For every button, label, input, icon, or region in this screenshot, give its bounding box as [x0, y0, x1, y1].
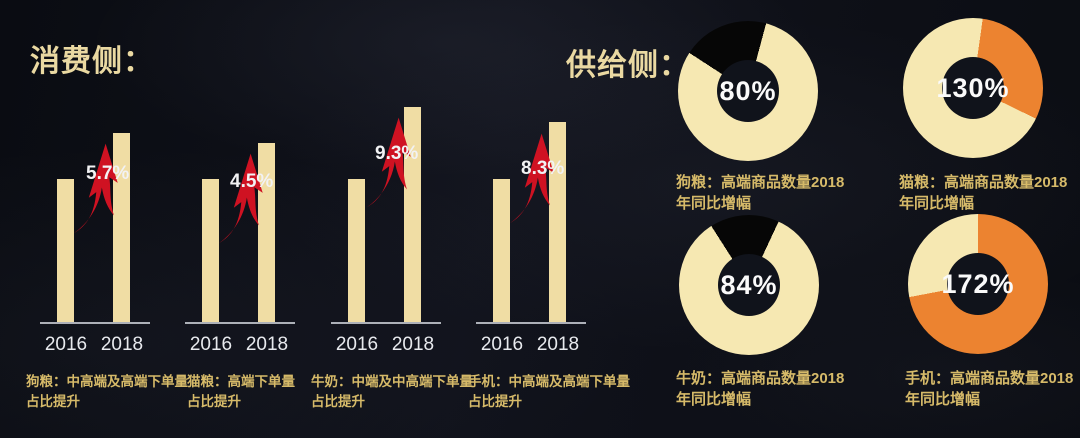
growth-arrow-icon: [366, 117, 411, 208]
donut-value: 130%: [936, 72, 1010, 103]
year-labels: 2016 2018: [331, 334, 443, 360]
bar-2018: [258, 143, 275, 322]
growth-arrow-icon: [218, 153, 263, 244]
axis-baseline: [331, 322, 441, 324]
donut-caption: 猫粮：高端商品数量2018 年同比增幅: [899, 174, 1068, 212]
axis-baseline: [476, 322, 586, 324]
year-label-2016: 2016: [189, 334, 233, 355]
growth-percentage: 9.3%: [375, 143, 419, 164]
donut-hole: 80%: [717, 60, 779, 122]
bars-area: 4.5%: [185, 100, 297, 324]
bar-group-cat-food: 4.5% 2016 2018 猫粮：高端下单量 占比提升: [185, 100, 297, 430]
growth-percentage: 8.3%: [521, 158, 565, 179]
year-labels: 2016 2018: [185, 334, 297, 360]
donut-caption: 狗粮：高端商品数量2018 年同比增幅: [676, 174, 845, 212]
axis-baseline: [40, 322, 150, 324]
bar-group-phone: 8.3% 2016 2018 手机：中高端及高端下单量 占比提升: [468, 100, 630, 430]
year-label-2016: 2016: [480, 334, 524, 355]
donut-caption: 牛奶：高端商品数量2018 年同比增幅: [676, 370, 845, 408]
axis-baseline: [185, 322, 295, 324]
donut-value: 84%: [720, 269, 778, 300]
bar-2018: [404, 107, 421, 322]
year-label-2018: 2018: [100, 334, 144, 355]
year-label-2018: 2018: [391, 334, 435, 355]
growth-percentage: 4.5%: [230, 171, 274, 192]
bar-2016: [202, 179, 219, 322]
donut-chart-cat-food: 130%: [903, 18, 1043, 158]
bar-group-dog-food: 5.7% 2016 2018 狗粮：中高端及高端下单量 占比提升: [26, 100, 188, 430]
year-label-2016: 2016: [44, 334, 88, 355]
supply-title: 供给侧：: [566, 49, 690, 82]
donut-value: 80%: [719, 75, 777, 106]
year-label-2016: 2016: [335, 334, 379, 355]
year-label-2018: 2018: [536, 334, 580, 355]
bar-group-milk: 9.3% 2016 2018 牛奶：中端及中高端下单量 占比提升: [311, 100, 473, 430]
growth-arrow-icon: [73, 143, 118, 234]
bar-2016: [493, 179, 510, 322]
year-label-2018: 2018: [245, 334, 289, 355]
bar-group-caption: 牛奶：中端及中高端下单量 占比提升: [311, 374, 473, 410]
growth-percentage: 5.7%: [86, 163, 130, 184]
donut-chart-dog-food: 80%: [678, 21, 818, 161]
bar-2016: [57, 179, 74, 322]
bar-2016: [348, 179, 365, 322]
donut-chart-phone: 172%: [908, 214, 1048, 354]
year-labels: 2016 2018: [40, 334, 152, 360]
year-labels: 2016 2018: [476, 334, 588, 360]
growth-arrow-icon: [509, 133, 554, 224]
donut-hole: 172%: [941, 253, 1014, 315]
donut-chart-milk: 84%: [679, 215, 819, 355]
donut-hole: 130%: [936, 57, 1009, 119]
bar-2018: [113, 133, 130, 322]
consumption-title: 消费侧：: [30, 45, 154, 78]
bar-group-caption: 狗粮：中高端及高端下单量 占比提升: [26, 374, 188, 410]
bar-group-caption: 手机：中高端及高端下单量 占比提升: [468, 374, 630, 410]
bar-group-caption: 猫粮：高端下单量 占比提升: [187, 374, 295, 410]
bars-area: 9.3%: [331, 100, 443, 324]
donut-value: 172%: [941, 268, 1015, 299]
bars-area: 5.7%: [40, 100, 152, 324]
donut-hole: 84%: [718, 254, 780, 316]
bars-area: 8.3%: [476, 100, 588, 324]
donut-caption: 手机：高端商品数量2018 年同比增幅: [905, 370, 1074, 408]
